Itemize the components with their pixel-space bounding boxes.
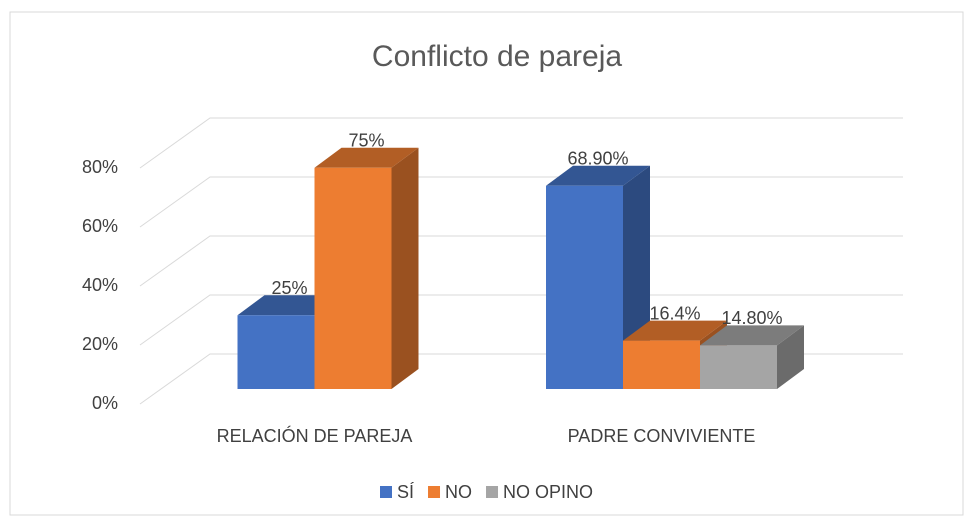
data-label: 16.4% [649,303,700,323]
bar-front [700,345,777,389]
chart-frame [9,11,964,516]
legend-swatch [486,486,499,498]
bar-top [546,165,650,186]
bar-top [623,320,727,341]
bar-front [314,167,392,389]
legend-swatch [428,486,441,498]
legend-label: SÍ [397,482,414,502]
y-tick-label: 20% [82,334,118,354]
bar-side [777,325,804,389]
x-tick-label: PADRE CONVIVIENTE [568,426,756,446]
data-label: 14.80% [721,308,782,328]
data-label: 75% [348,131,384,151]
data-label: 25% [271,278,307,298]
y-tick-label: 0% [92,393,118,413]
x-tick-label: RELACIÓN DE PAREJA [217,425,413,446]
grid-line [139,117,903,169]
grid-line [139,176,903,228]
bar-side [391,147,419,389]
legend-swatch [380,486,392,498]
y-tick-label: 60% [82,216,118,236]
bar-top [700,325,804,346]
data-label: 68.90% [567,148,628,168]
y-tick-label: 40% [82,275,118,295]
bar-front [546,185,623,389]
bar-front [237,315,315,389]
legend-label: NO OPINO [503,482,593,502]
bar-front [623,340,700,389]
y-tick-label: 80% [82,157,118,177]
bar [314,147,419,389]
grid-line [139,235,903,287]
legend-label: NO [445,482,472,502]
grid-line [139,294,903,346]
chart-title: Conflicto de pareja [372,40,622,73]
bar [700,325,804,389]
bar-top [314,147,419,168]
